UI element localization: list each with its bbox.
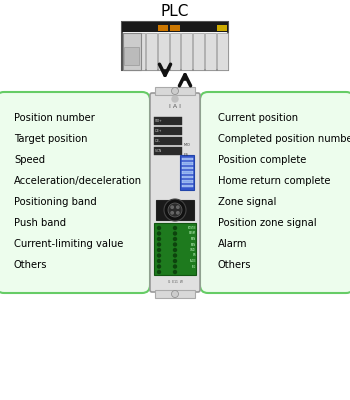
Text: C.E-: C.E-	[155, 139, 161, 143]
Bar	[156, 200, 194, 220]
Text: P.S: P.S	[193, 254, 196, 258]
FancyBboxPatch shape	[0, 92, 150, 293]
Text: Home return complete: Home return complete	[218, 176, 330, 186]
Circle shape	[168, 203, 182, 217]
Bar	[124, 46, 139, 65]
Bar	[182, 171, 193, 174]
Text: Others: Others	[218, 260, 252, 270]
Bar	[155, 290, 195, 298]
Text: Push band: Push band	[14, 218, 66, 228]
Text: C.E+: C.E+	[155, 129, 162, 133]
Bar	[134, 33, 145, 70]
Text: Target position: Target position	[14, 134, 88, 144]
Circle shape	[158, 254, 161, 257]
FancyBboxPatch shape	[200, 92, 350, 293]
Bar	[182, 184, 193, 187]
Circle shape	[174, 238, 176, 240]
Circle shape	[171, 206, 173, 208]
Text: PLC: PLC	[161, 4, 189, 20]
Circle shape	[174, 254, 176, 257]
Bar	[122, 22, 228, 32]
Circle shape	[172, 96, 178, 102]
Text: SCN: SCN	[155, 149, 162, 153]
Text: SEN: SEN	[191, 237, 196, 241]
Bar	[146, 33, 157, 70]
Text: Others: Others	[14, 260, 48, 270]
Text: Position zone signal: Position zone signal	[218, 218, 317, 228]
Bar	[122, 33, 133, 70]
Bar	[122, 33, 141, 70]
Text: Position complete: Position complete	[218, 155, 306, 165]
Bar	[170, 33, 180, 70]
Bar	[181, 33, 192, 70]
Circle shape	[158, 248, 161, 252]
Text: PASM: PASM	[189, 232, 196, 236]
Text: Completed position number: Completed position number	[218, 134, 350, 144]
Text: Speed: Speed	[14, 155, 45, 165]
Circle shape	[174, 270, 176, 274]
Circle shape	[177, 206, 179, 208]
Text: MO: MO	[184, 143, 191, 147]
Circle shape	[174, 248, 176, 252]
FancyBboxPatch shape	[150, 93, 200, 292]
Bar	[154, 137, 182, 145]
Bar	[170, 25, 180, 31]
Circle shape	[158, 243, 161, 246]
Bar	[155, 87, 195, 95]
Circle shape	[158, 265, 161, 268]
Circle shape	[174, 226, 176, 230]
Text: Current-limiting value: Current-limiting value	[14, 239, 123, 249]
Circle shape	[171, 212, 173, 214]
Bar	[182, 162, 193, 164]
Circle shape	[158, 260, 161, 262]
Text: Alarm: Alarm	[218, 239, 247, 249]
Text: Positioning band: Positioning band	[14, 197, 97, 207]
Text: SIO+: SIO+	[155, 119, 163, 123]
Circle shape	[172, 290, 178, 298]
Bar	[182, 166, 193, 169]
Bar	[182, 180, 193, 182]
Text: Acceleration/deceleration: Acceleration/deceleration	[14, 176, 142, 186]
Text: Position number: Position number	[14, 113, 95, 123]
Bar	[158, 25, 168, 31]
Circle shape	[174, 265, 176, 268]
Circle shape	[172, 88, 178, 94]
Bar	[158, 33, 169, 70]
Text: G  E11  W: G E11 W	[168, 280, 182, 284]
Bar	[182, 158, 193, 160]
Bar	[217, 33, 228, 70]
Bar	[154, 147, 182, 155]
Bar	[217, 25, 227, 31]
Bar	[154, 223, 196, 275]
Bar	[154, 117, 182, 125]
Circle shape	[158, 270, 161, 274]
Text: GND: GND	[190, 248, 196, 252]
Bar	[182, 176, 193, 178]
Circle shape	[174, 243, 176, 246]
Circle shape	[158, 232, 161, 235]
Bar	[122, 22, 228, 70]
Circle shape	[158, 226, 161, 230]
Text: Zone signal: Zone signal	[218, 197, 276, 207]
Circle shape	[174, 232, 176, 235]
Circle shape	[174, 260, 176, 262]
Bar	[180, 155, 194, 190]
Text: Current position: Current position	[218, 113, 298, 123]
Bar	[205, 33, 216, 70]
Bar	[193, 33, 204, 70]
Circle shape	[158, 238, 161, 240]
Text: SLD3: SLD3	[189, 259, 196, 263]
Circle shape	[177, 212, 179, 214]
Text: POSTN: POSTN	[188, 226, 196, 230]
Text: SEN: SEN	[191, 242, 196, 246]
Text: I A I: I A I	[169, 104, 181, 110]
Text: SIG: SIG	[192, 264, 196, 268]
Bar	[154, 127, 182, 135]
Text: F.S: F.S	[184, 153, 189, 157]
Circle shape	[164, 199, 186, 221]
